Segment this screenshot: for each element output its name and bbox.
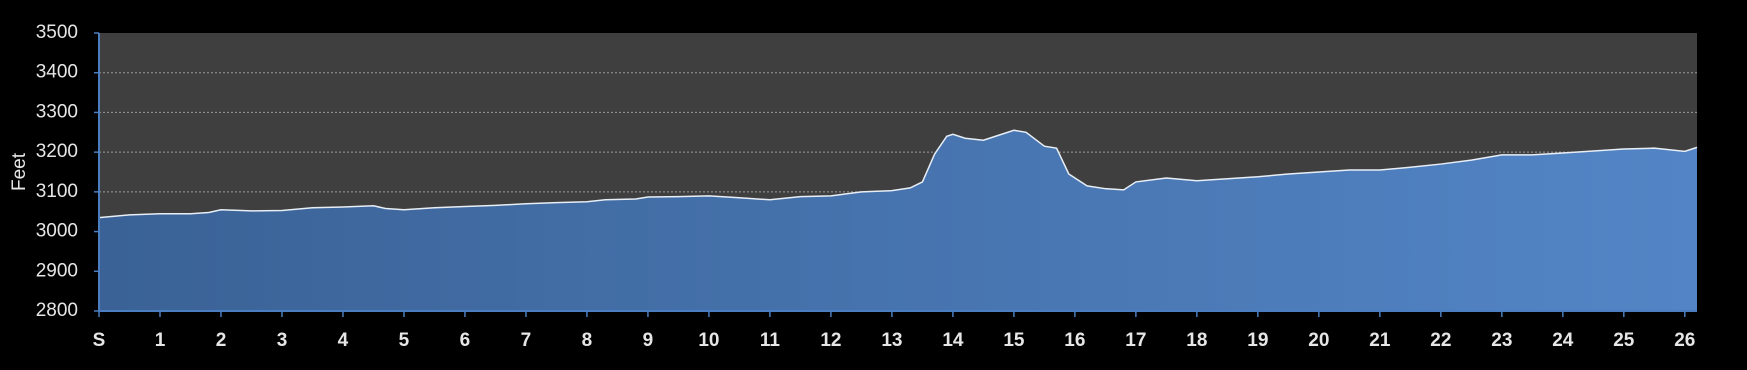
x-tick-label: 18 bbox=[1186, 330, 1207, 351]
x-tick-label: 26 bbox=[1674, 330, 1695, 351]
elevation-line bbox=[98, 129, 1698, 219]
x-tick-label: 2 bbox=[216, 330, 227, 351]
y-tick-label: 2900 bbox=[36, 260, 78, 281]
x-tick-label: 21 bbox=[1369, 330, 1391, 351]
x-tick-label: 3 bbox=[277, 330, 288, 351]
x-tick-label: S bbox=[93, 330, 106, 351]
x-tick-label: 15 bbox=[1003, 330, 1025, 351]
x-tick-label: 6 bbox=[460, 330, 471, 351]
x-tick-label: 14 bbox=[942, 330, 964, 351]
x-tick-label: 22 bbox=[1430, 330, 1451, 351]
x-tick-label: 7 bbox=[521, 330, 532, 351]
y-tick-label: 3300 bbox=[36, 101, 78, 122]
x-tick-label: 4 bbox=[338, 330, 349, 351]
x-tick-label: 1 bbox=[155, 330, 166, 351]
x-tick-label: 23 bbox=[1491, 330, 1512, 351]
x-tick-label: 11 bbox=[760, 330, 781, 351]
x-tick-label: 5 bbox=[399, 330, 410, 351]
elevation-area bbox=[99, 130, 1697, 311]
x-tick-label: 19 bbox=[1247, 330, 1268, 351]
y-tick-label: 3100 bbox=[36, 181, 78, 202]
x-tick-label: 10 bbox=[698, 330, 719, 351]
x-tick-label: 12 bbox=[820, 330, 841, 351]
y-axis-label: Feet bbox=[9, 152, 30, 191]
y-tick-label: 2800 bbox=[36, 300, 78, 321]
x-tick-label: 25 bbox=[1613, 330, 1635, 351]
x-tick-label: 13 bbox=[881, 330, 902, 351]
y-tick-label: 3200 bbox=[36, 141, 78, 162]
y-tick-label: 3000 bbox=[36, 221, 78, 242]
x-tick-label: 8 bbox=[582, 330, 593, 351]
x-tick-label: 16 bbox=[1064, 330, 1085, 351]
y-tick-label: 3400 bbox=[36, 62, 78, 83]
x-tick-label: 20 bbox=[1308, 330, 1329, 351]
x-tick-label: 24 bbox=[1552, 330, 1574, 351]
y-tick-label: 3500 bbox=[36, 22, 78, 43]
x-tick-label: 9 bbox=[643, 330, 654, 351]
x-tick-label: 17 bbox=[1125, 330, 1146, 351]
